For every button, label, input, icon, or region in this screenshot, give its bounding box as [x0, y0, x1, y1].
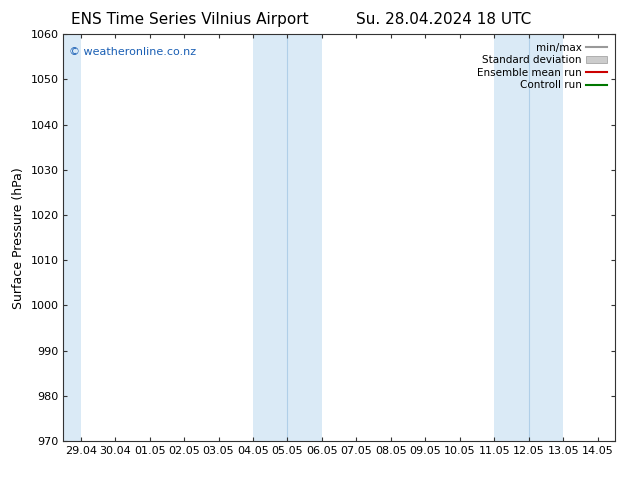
Text: © weatheronline.co.nz: © weatheronline.co.nz [69, 47, 196, 56]
Text: Su. 28.04.2024 18 UTC: Su. 28.04.2024 18 UTC [356, 12, 531, 27]
Text: ENS Time Series Vilnius Airport: ENS Time Series Vilnius Airport [72, 12, 309, 27]
Y-axis label: Surface Pressure (hPa): Surface Pressure (hPa) [12, 167, 25, 309]
Title: ENS Time Series Vilnius Airport      Su. 28.04.2024 18 UTC: ENS Time Series Vilnius Airport Su. 28.0… [0, 489, 1, 490]
Bar [63, 34, 81, 441]
Bar [253, 34, 322, 441]
Legend: min/max, Standard deviation, Ensemble mean run, Controll run: min/max, Standard deviation, Ensemble me… [474, 40, 610, 94]
Bar [495, 34, 563, 441]
